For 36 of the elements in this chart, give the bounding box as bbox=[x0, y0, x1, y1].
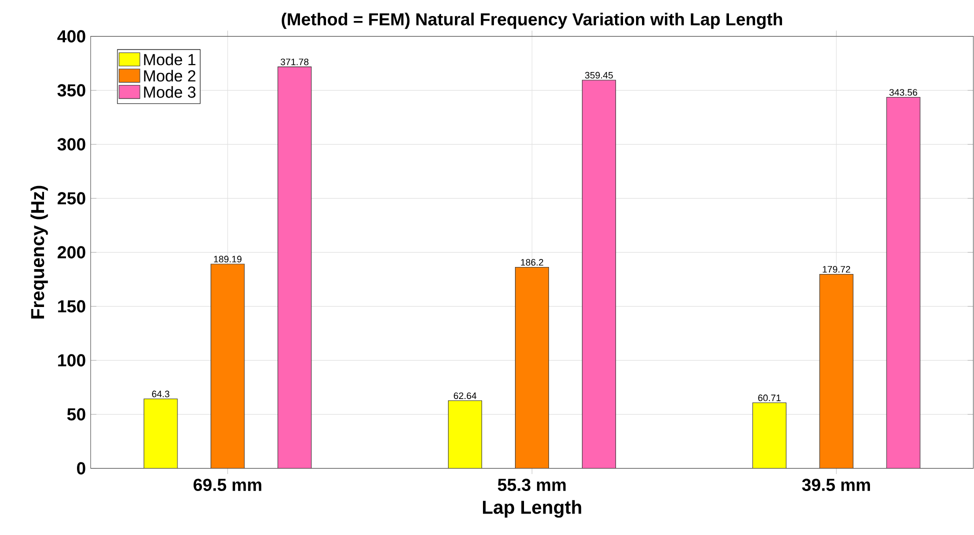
bar bbox=[144, 398, 178, 468]
bar bbox=[819, 274, 854, 468]
y-tick-label: 150 bbox=[58, 300, 86, 312]
y-tick-label: 250 bbox=[58, 192, 86, 204]
y-tick-label: 400 bbox=[57, 30, 86, 42]
data-label: 359.45 bbox=[585, 72, 613, 79]
data-label: 179.72 bbox=[822, 266, 850, 273]
legend-label: Mode 1 bbox=[144, 54, 196, 66]
bar bbox=[886, 97, 920, 468]
data-label: 62.64 bbox=[454, 392, 476, 400]
x-tick-label: 55.3 mm bbox=[498, 478, 566, 492]
data-label: 60.71 bbox=[758, 394, 781, 402]
x-tick-label: 39.5 mm bbox=[802, 478, 870, 492]
data-label: 343.56 bbox=[889, 89, 918, 96]
legend-label: Mode 2 bbox=[144, 70, 196, 82]
y-tick-label: 350 bbox=[57, 84, 86, 96]
bar bbox=[278, 66, 312, 468]
y-tick-label: 300 bbox=[57, 138, 86, 150]
data-label: 186.2 bbox=[521, 259, 544, 266]
y-tick-label: 100 bbox=[58, 354, 86, 366]
y-axis-title: Frequency (Hz) bbox=[30, 186, 48, 318]
y-tick-label: 50 bbox=[67, 408, 86, 420]
chart-title: (Method = FEM) Natural Frequency Variation with Lap Length bbox=[282, 12, 782, 29]
x-axis-title: Lap Length bbox=[482, 500, 582, 518]
data-label: 64.3 bbox=[152, 390, 170, 398]
bar bbox=[514, 266, 550, 468]
bar bbox=[448, 400, 482, 468]
bar bbox=[582, 80, 616, 468]
x-tick-label: 69.5 mm bbox=[194, 478, 262, 491]
y-tick-label: 0 bbox=[77, 462, 86, 474]
y-tick-label: 200 bbox=[58, 246, 86, 258]
legend-label: Mode 3 bbox=[144, 86, 196, 98]
data-label: 371.78 bbox=[280, 58, 308, 66]
bar bbox=[752, 402, 786, 468]
data-label: 189.19 bbox=[214, 256, 242, 262]
bar bbox=[210, 264, 245, 468]
